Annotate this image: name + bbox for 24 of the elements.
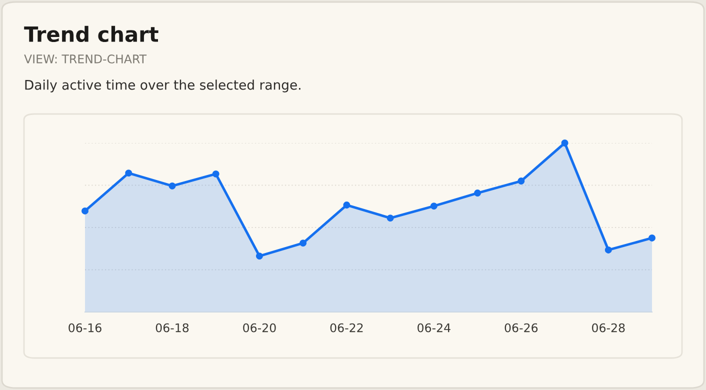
point: [125, 170, 132, 177]
chart-subtitle: VIEW: TREND-CHART: [24, 54, 147, 64]
chart-title: Trend chart: [24, 26, 158, 42]
x-tick-label: 06-18: [156, 323, 189, 332]
point: [386, 214, 394, 222]
point: [561, 140, 568, 146]
point: [82, 207, 88, 214]
point: [430, 202, 438, 210]
point: [300, 240, 307, 247]
x-tick-label: 06-22: [330, 323, 363, 332]
x-tick-label: 06-26: [504, 323, 538, 332]
x-tick-label: 06-24: [418, 323, 450, 332]
x-tick-label: 06-20: [243, 323, 276, 332]
point: [212, 170, 220, 178]
point: [343, 202, 350, 208]
point: [474, 190, 482, 196]
point: [256, 252, 263, 260]
point: [168, 182, 176, 190]
point: [604, 246, 612, 254]
point: [518, 178, 525, 184]
x-tick-label: 06-16: [68, 323, 102, 332]
point: [648, 234, 656, 242]
text: Daily active time over the selected range.: [25, 80, 300, 92]
x-tick-label: 06-28: [592, 323, 625, 332]
